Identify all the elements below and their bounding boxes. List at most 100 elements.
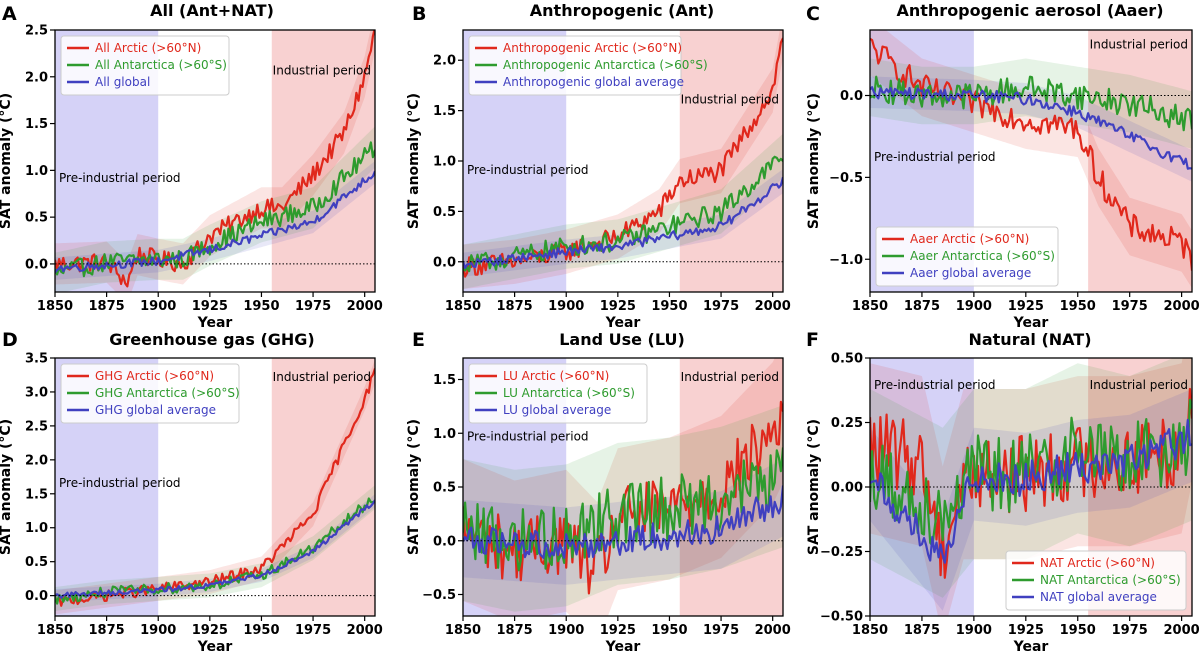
y-tick-label: 0.0 [840, 89, 863, 104]
plot-area [55, 359, 375, 615]
y-tick-label: 3.0 [25, 385, 48, 400]
legend-label-global: Aaer global average [910, 266, 1031, 280]
y-tick-label: 1.0 [25, 521, 48, 536]
legend-box [60, 35, 230, 96]
global-series-line [55, 499, 375, 599]
industrial-label: Industrial period [1090, 378, 1188, 392]
legend-label-global: NAT global average [1040, 590, 1157, 604]
x-tick-label: 1925 [600, 623, 636, 638]
x-tick-label: 1875 [497, 299, 533, 314]
x-tick-label: 2000 [755, 623, 791, 638]
legend-label-arctic: NAT Arctic (>60°N) [1040, 556, 1155, 570]
panel-D: D Greenhouse gas (GHG) 1850 1875 1900 1925 1… [0, 329, 383, 655]
y-tick-label: 2.5 [25, 24, 48, 39]
global-series-line [463, 176, 783, 269]
legend-box [1005, 550, 1187, 611]
y-tick-label: 2.0 [433, 54, 456, 69]
panel-F: F Natural (NAT) 1850 1875 1900 1925 1950 1975… [806, 329, 1200, 655]
panel-letter: A [2, 3, 17, 25]
y-tick-label: 0.0 [433, 255, 456, 270]
panel-title: All (Ant+NAT) [150, 1, 274, 20]
industrial-label: Industrial period [681, 92, 779, 106]
x-tick-label: 1850 [37, 299, 73, 314]
panel-title: Anthropogenic (Ant) [530, 1, 714, 20]
y-tick-label: 1.0 [433, 427, 456, 442]
y-tick-label: 1.0 [25, 164, 48, 179]
y-tick-label: 0.25 [831, 416, 863, 431]
x-tick-label: 1975 [1112, 623, 1148, 638]
x-tick-label: 1900 [956, 623, 992, 638]
panel-A: A All (Ant+NAT) 1850 1875 1900 1925 1950 1975… [0, 1, 383, 331]
pre-industrial-label: Pre-industrial period [59, 476, 181, 490]
pre-industrial-label: Pre-industrial period [467, 163, 589, 177]
plot-frame [54, 357, 376, 617]
x-tick-label: 1900 [140, 623, 176, 638]
panel-E: E Land Use (LU) 1850 1875 1900 1925 1950 1975… [406, 329, 791, 655]
x-tick-label: 1850 [37, 623, 73, 638]
y-tick-label: −0.50 [820, 610, 863, 625]
antarctica-uncertainty-band [463, 133, 783, 289]
x-tick-label: 1950 [651, 299, 687, 314]
legend: LU Arctic (>60°N) LU Antarctica (>60°S) LU… [468, 363, 648, 424]
antarctica-uncertainty-band [55, 126, 375, 292]
x-axis-label: Year [197, 639, 233, 655]
global-uncertainty-band [870, 389, 1192, 611]
x-tick-label: 2000 [347, 299, 383, 314]
legend: Anthropogenic Arctic (>60°N) Anthropogeni… [468, 35, 708, 96]
x-tick-label: 2000 [347, 623, 383, 638]
x-axis-label: Year [605, 639, 641, 655]
y-tick-label: 2.0 [25, 70, 48, 85]
x-tick-label: 1950 [1060, 623, 1096, 638]
y-tick-label: 0.5 [25, 555, 48, 570]
global-uncertainty-band [870, 76, 1192, 182]
y-tick-label: −1.0 [829, 253, 863, 268]
y-tick-label: 2.5 [25, 419, 48, 434]
panel-letter: D [2, 329, 18, 351]
x-tick-label: 1925 [192, 299, 228, 314]
panel-title: Anthropogenic aerosol (Aaer) [896, 1, 1163, 20]
x-axis-label: Year [197, 315, 233, 331]
x-axis-label: Year [1013, 639, 1049, 655]
legend-label-arctic: All Arctic (>60°N) [95, 41, 201, 55]
pre-industrial-label: Pre-industrial period [467, 430, 589, 444]
legend-label-global: LU global average [503, 403, 611, 417]
global-uncertainty-band [463, 169, 783, 277]
global-series-line [55, 170, 375, 274]
legend: All Arctic (>60°N) All Antarctica (>60°S)… [60, 35, 230, 96]
x-tick-label: 1850 [852, 299, 888, 314]
panel-letter: F [806, 329, 819, 351]
x-tick-label: 1875 [497, 623, 533, 638]
panel-title: Natural (NAT) [968, 330, 1091, 349]
y-axis-label: SAT anomaly (°C) [0, 419, 14, 555]
legend-label-global: GHG global average [95, 403, 216, 417]
panel-title: Land Use (LU) [559, 330, 685, 349]
legend-label-arctic: Anthropogenic Arctic (>60°N) [503, 41, 682, 55]
x-tick-label: 2000 [1164, 299, 1200, 314]
legend-box [468, 35, 682, 96]
x-tick-label: 1975 [295, 623, 331, 638]
x-axis-label: Year [605, 315, 641, 331]
x-tick-label: 1950 [243, 623, 279, 638]
x-tick-label: 1850 [445, 299, 481, 314]
x-tick-label: 1950 [1060, 299, 1096, 314]
panel-B: B Anthropogenic (Ant) 1850 1875 1900 1925 19… [406, 1, 791, 331]
legend-label-antarctica: LU Antarctica (>60°S) [503, 386, 635, 400]
arctic-series-line [870, 37, 1192, 271]
pre-industrial-label: Pre-industrial period [59, 171, 181, 185]
panel-letter: E [412, 329, 425, 351]
x-tick-label: 1975 [703, 299, 739, 314]
y-tick-label: 1.0 [433, 155, 456, 170]
legend: NAT Arctic (>60°N) NAT Antarctica (>60°S)… [1005, 550, 1187, 611]
global-series-line [870, 418, 1192, 564]
x-tick-label: 1850 [445, 623, 481, 638]
arctic-series-line [463, 400, 783, 595]
legend-label-arctic: Aaer Arctic (>60°N) [910, 232, 1029, 246]
y-tick-label: 0.5 [433, 205, 456, 220]
legend: GHG Arctic (>60°N) GHG Antarctica (>60°S)… [60, 363, 240, 424]
x-tick-label: 1900 [548, 623, 584, 638]
x-tick-label: 1925 [192, 623, 228, 638]
legend-box [60, 363, 240, 424]
y-axis-label: SAT anomaly (°C) [406, 93, 422, 229]
y-tick-label: 0.00 [831, 481, 863, 496]
y-axis-label: SAT anomaly (°C) [806, 93, 822, 229]
